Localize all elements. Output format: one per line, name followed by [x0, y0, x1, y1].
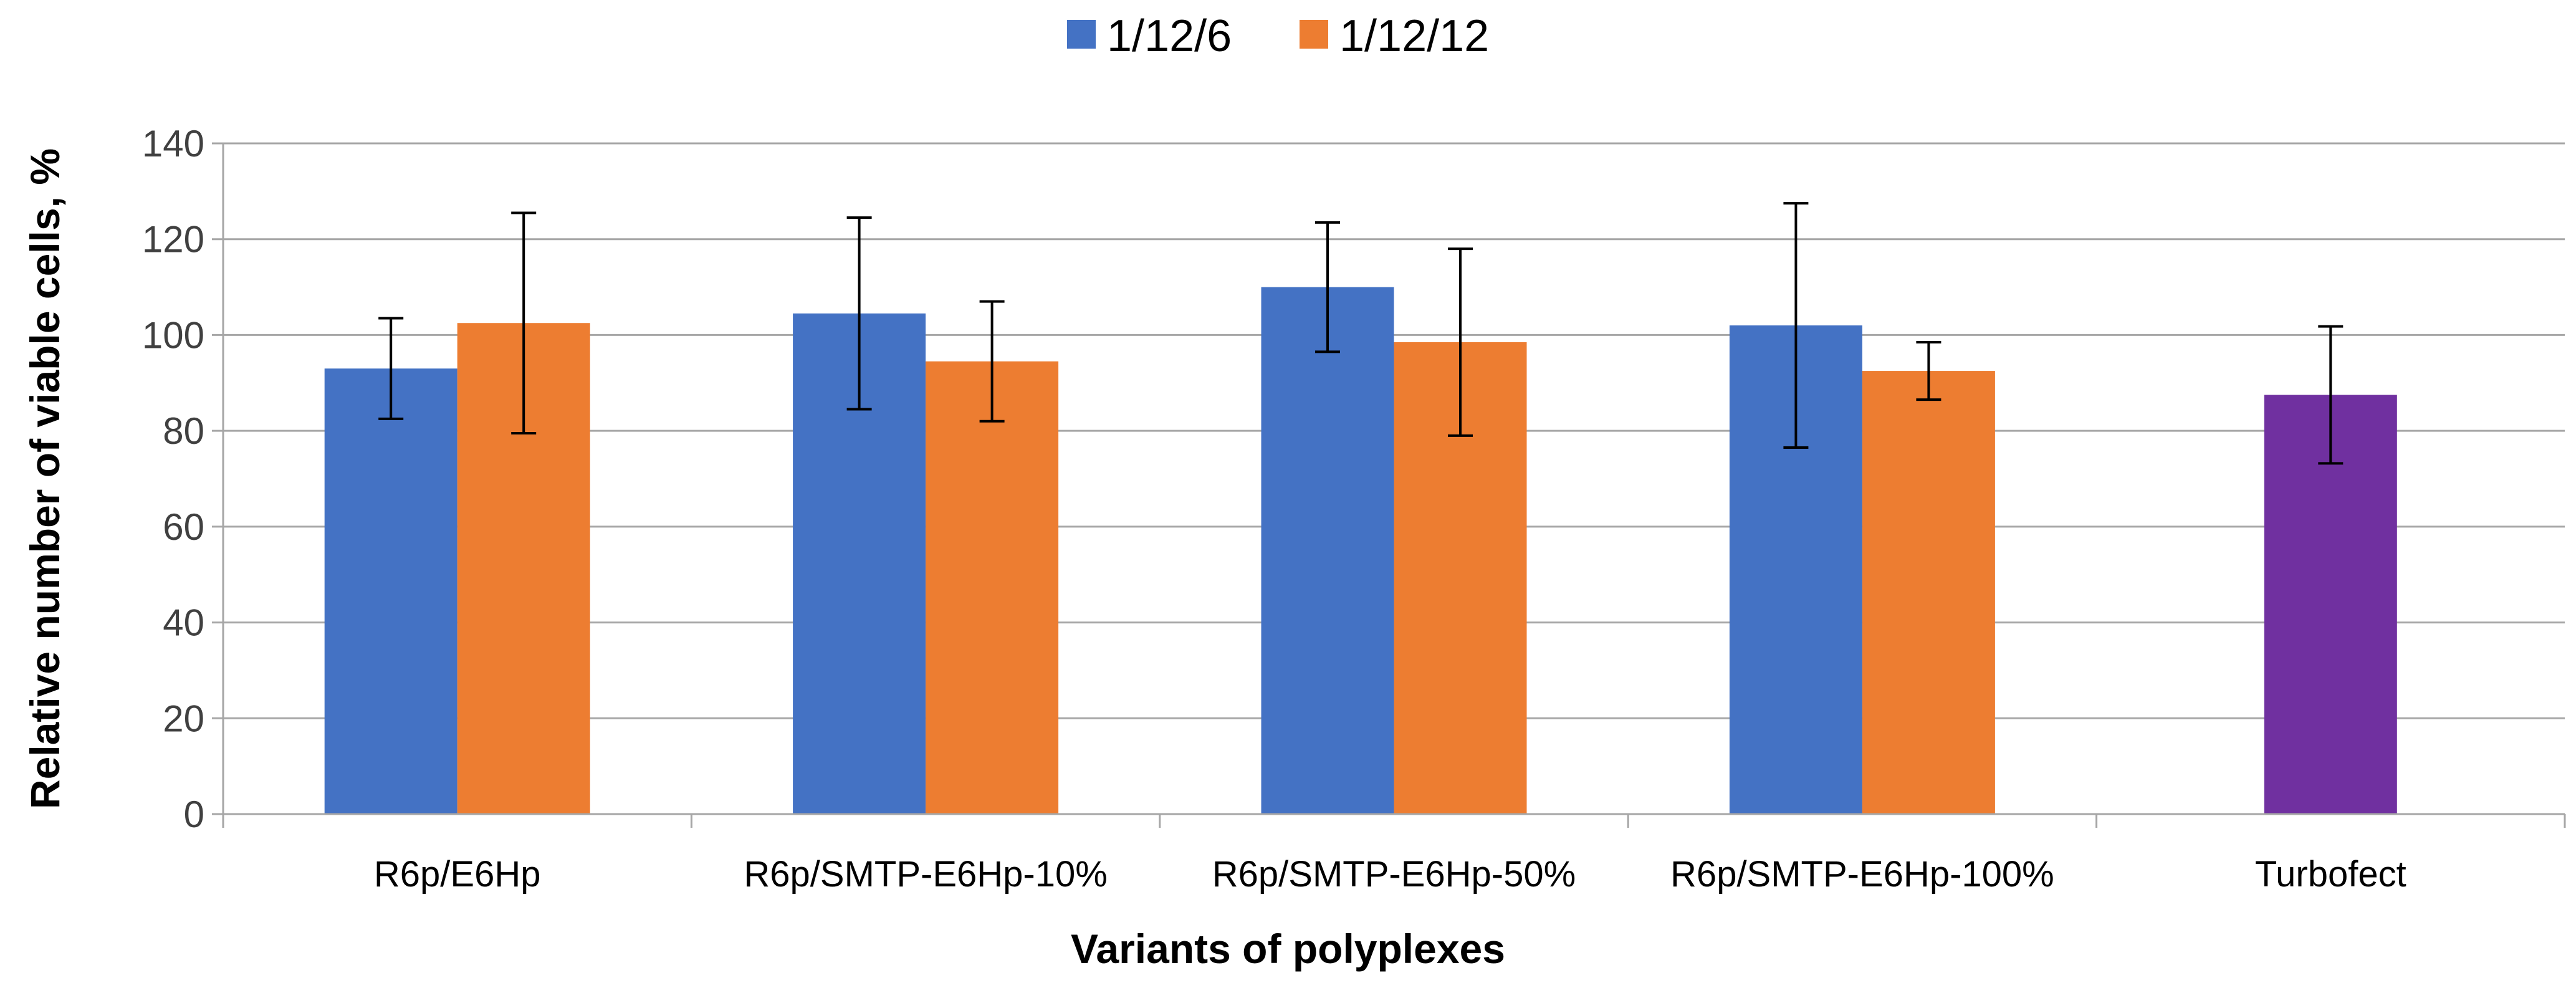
legend-swatch-1-12-12 [1300, 20, 1328, 49]
x-category-label: Turbofect [2255, 854, 2406, 894]
legend: 1/12/6 1/12/12 [1067, 11, 1489, 61]
bar-1-12-6-r6p-smtp-e6hp-50 [1261, 287, 1394, 815]
bars [324, 287, 2397, 815]
axes [212, 142, 2566, 828]
bar-1-12-12-r6p-smtp-e6hp-10 [926, 361, 1059, 814]
y-tick-label: 100 [142, 314, 204, 356]
bar-1-12-6-turbofect [2264, 395, 2397, 814]
bar-1-12-12-r6p-smtp-e6hp-100 [1862, 371, 1995, 814]
x-axis-title: Variants of polyplexes [1071, 926, 1505, 972]
y-tick-label: 120 [142, 219, 204, 261]
y-tick-label: 40 [163, 602, 204, 644]
y-tick-labels: 0 20 40 60 80 100 120 140 [142, 123, 204, 835]
legend-label-1-12-12: 1/12/12 [1339, 11, 1489, 61]
y-tick-label: 60 [163, 506, 204, 548]
bar-1-12-6-r6p-e6hp [324, 368, 457, 814]
y-tick-label: 140 [142, 123, 204, 165]
x-category-label: R6p/SMTP-E6Hp-50% [1212, 854, 1576, 894]
y-axis-title: Relative number of viable cells, % [22, 148, 68, 809]
x-category-label: R6p/SMTP-E6Hp-100% [1670, 854, 2054, 894]
legend-label-1-12-6: 1/12/6 [1107, 11, 1232, 61]
x-category-label: R6p/E6Hp [374, 854, 541, 894]
y-tick-label: 80 [163, 410, 204, 452]
y-tick-label: 20 [163, 698, 204, 739]
y-tick-label: 0 [184, 794, 204, 835]
error-bars [378, 202, 2344, 465]
x-category-label: R6p/SMTP-E6Hp-10% [744, 854, 1107, 894]
legend-swatch-1-12-6 [1067, 20, 1096, 49]
x-category-labels: R6p/E6Hp R6p/SMTP-E6Hp-10% R6p/SMTP-E6Hp-5… [374, 854, 2406, 894]
